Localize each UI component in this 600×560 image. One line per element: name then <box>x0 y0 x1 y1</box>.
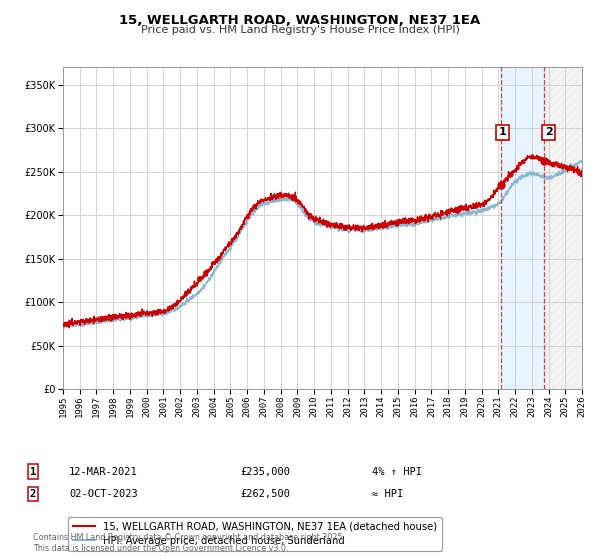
Text: 02-OCT-2023: 02-OCT-2023 <box>69 489 138 499</box>
Bar <box>502 67 544 389</box>
Text: 1: 1 <box>499 128 506 137</box>
Text: Contains HM Land Registry data © Crown copyright and database right 2025.
This d: Contains HM Land Registry data © Crown c… <box>33 533 345 553</box>
Text: 2: 2 <box>545 128 553 137</box>
Text: 4% ↑ HPI: 4% ↑ HPI <box>372 466 422 477</box>
Text: 15, WELLGARTH ROAD, WASHINGTON, NE37 1EA: 15, WELLGARTH ROAD, WASHINGTON, NE37 1EA <box>119 14 481 27</box>
Text: £235,000: £235,000 <box>240 466 290 477</box>
Text: 1: 1 <box>30 466 36 477</box>
Text: £262,500: £262,500 <box>240 489 290 499</box>
Legend: 15, WELLGARTH ROAD, WASHINGTON, NE37 1EA (detached house), HPI: Average price, d: 15, WELLGARTH ROAD, WASHINGTON, NE37 1EA… <box>68 516 442 550</box>
Bar <box>544 67 582 389</box>
Text: ≈ HPI: ≈ HPI <box>372 489 403 499</box>
Text: Price paid vs. HM Land Registry's House Price Index (HPI): Price paid vs. HM Land Registry's House … <box>140 25 460 35</box>
Text: 2: 2 <box>30 489 36 499</box>
Text: 12-MAR-2021: 12-MAR-2021 <box>69 466 138 477</box>
